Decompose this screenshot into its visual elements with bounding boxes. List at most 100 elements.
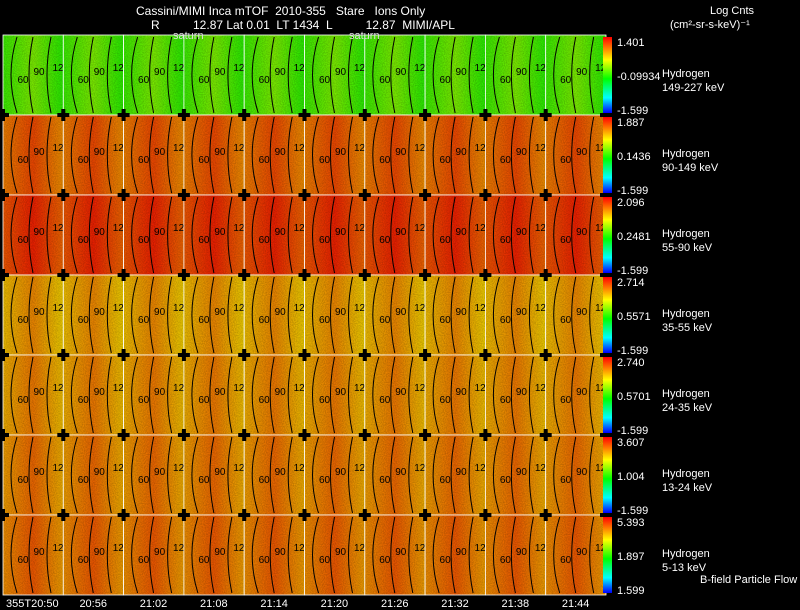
contour-label: 12 (414, 303, 426, 314)
scale-mid-label: -0.09934 (617, 71, 661, 83)
crosshair-marker (483, 269, 488, 281)
contour-line (492, 436, 500, 514)
contour-label: 60 (500, 475, 512, 486)
contour-line (251, 116, 259, 194)
contour-line (390, 196, 396, 274)
crosshair-marker (121, 269, 126, 281)
contour-line (191, 276, 199, 354)
contour-line (167, 436, 173, 514)
saturn-label-1: saturn (173, 30, 204, 42)
x-tick-label: 21:20 (320, 598, 349, 610)
contour-label: 12 (294, 383, 306, 394)
crosshair-marker (423, 189, 428, 201)
panel-texture (485, 355, 546, 435)
panel-texture (183, 355, 245, 435)
contour-label: 90 (94, 307, 106, 318)
contour-label: 90 (516, 307, 528, 318)
contour-line (432, 516, 440, 594)
contour-label: 90 (456, 547, 468, 558)
image-panel: 60 90 12 (364, 34, 426, 116)
contour-label: 12 (113, 223, 125, 234)
units-label: (cm²-sr-s-keV)⁻¹ (670, 19, 750, 31)
contour-label: 12 (52, 543, 64, 554)
contour-label: 60 (440, 475, 452, 486)
image-panel: 60 90 12 (243, 514, 306, 596)
contour-line (492, 356, 500, 434)
panel-texture (304, 355, 365, 435)
crosshair-marker (242, 429, 247, 441)
contour-line (209, 116, 215, 194)
contour-label: 90 (456, 387, 468, 398)
contour-label: 12 (233, 463, 245, 474)
contour-label: 90 (516, 67, 528, 78)
energy-row: 60 90 12 60 90 12 60 90 12 60 90 12 60 90 12 60 90 12 60 90… (2, 514, 607, 596)
contour-line (167, 516, 173, 594)
contour-label: 12 (354, 223, 366, 234)
crosshair-marker (543, 269, 548, 281)
contour-label: 12 (52, 223, 64, 234)
crosshair-marker (61, 189, 66, 201)
contour-line (589, 516, 595, 594)
contour-label: 60 (78, 315, 90, 326)
contour-line (553, 516, 561, 594)
image-panel: 60 90 12 (484, 354, 546, 436)
contour-label: 90 (94, 387, 106, 398)
contour-label: 60 (198, 235, 210, 246)
crosshair-marker (362, 509, 367, 521)
panel-texture (3, 115, 64, 195)
contour-line (131, 276, 139, 354)
contour-label: 60 (198, 395, 210, 406)
contour-label: 60 (319, 395, 331, 406)
contour-label: 90 (275, 467, 287, 478)
x-tick-label: 20:56 (79, 598, 107, 610)
contour-label: 60 (17, 155, 29, 166)
contour-line (528, 116, 534, 194)
panel-texture (63, 355, 124, 435)
image-panel: 60 90 12 (62, 114, 124, 196)
panel-texture (123, 275, 184, 355)
image-panel: 60 90 12 (304, 114, 365, 196)
contour-label: 12 (354, 463, 366, 474)
contour-label: 90 (33, 67, 45, 78)
image-panel: 60 90 12 (183, 354, 245, 436)
scale-max-label: 5.393 (617, 517, 645, 529)
image-panel: 60 90 12 (123, 434, 185, 516)
contour-label: 60 (198, 475, 210, 486)
contour-line (269, 436, 275, 514)
panel-texture (425, 115, 486, 195)
contour-line (510, 516, 516, 594)
contour-label: 60 (319, 555, 331, 566)
image-panel: 60 90 12 (2, 34, 64, 116)
contour-label: 12 (294, 543, 306, 554)
crosshair-marker (1, 269, 5, 281)
contour-label: 60 (560, 155, 572, 166)
contour-line (46, 116, 52, 194)
contour-label: 60 (138, 555, 150, 566)
plot-title: Cassini/MIMI Inca mTOF 2010-355 Stare Io… (136, 4, 426, 18)
scale-mid-label: 0.5701 (617, 391, 651, 403)
contour-label: 60 (379, 75, 391, 86)
contour-line (390, 516, 396, 594)
image-panel: 60 90 12 (123, 114, 185, 196)
contour-label: 90 (275, 547, 287, 558)
panel-texture (3, 515, 64, 595)
contour-line (408, 116, 414, 194)
contour-line (571, 436, 577, 514)
image-panel: 60 90 12 (484, 434, 546, 516)
contour-line (312, 196, 319, 274)
crosshair-marker (543, 109, 548, 121)
contour-line (571, 276, 577, 354)
contour-label: 60 (259, 555, 271, 566)
contour-line (492, 516, 500, 594)
contour-line (372, 516, 380, 594)
panel-texture (244, 435, 305, 515)
crosshair-marker (181, 509, 186, 521)
image-panel: 60 90 12 (62, 194, 125, 276)
contour-line (432, 436, 440, 514)
contour-line (149, 436, 155, 514)
contour-label: 90 (94, 467, 106, 478)
contour-line (70, 36, 78, 114)
contour-label: 60 (319, 75, 331, 86)
contour-line (589, 436, 595, 514)
crosshair-marker (181, 269, 186, 281)
